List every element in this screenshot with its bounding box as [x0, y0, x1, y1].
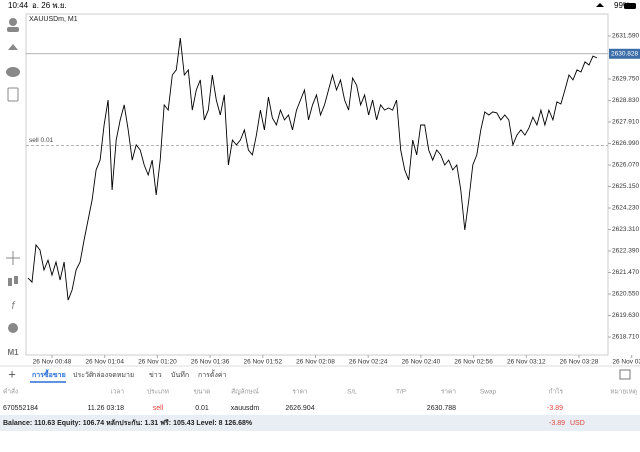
- doc-icon[interactable]: [7, 87, 19, 102]
- table-cell: xauusdm: [231, 405, 260, 412]
- y-tick-label: 2629.750: [612, 76, 639, 83]
- summary-bar: [0, 415, 640, 431]
- y-tick-label: 2621.470: [612, 269, 639, 276]
- expand-icon[interactable]: [619, 369, 631, 380]
- table-header: สัญลักษณ์: [231, 388, 259, 396]
- add-button[interactable]: +: [8, 366, 16, 381]
- clock: 10:44: [8, 1, 29, 10]
- current-price-label: 2630.828: [611, 50, 638, 57]
- table-header: ขนาด: [194, 389, 211, 396]
- table-cell: 670552184: [3, 405, 38, 412]
- x-tick-label: 26 Nov 00:48: [33, 359, 72, 366]
- table-header: T/P: [396, 389, 406, 396]
- table-header: ประเภท: [147, 389, 169, 396]
- table-cell: 2626.904: [285, 405, 314, 412]
- table-cell: 2630.788: [427, 405, 456, 412]
- y-tick-label: 2625.150: [612, 183, 639, 190]
- x-tick-label: 26 Nov 01:52: [243, 359, 282, 366]
- x-tick-label: 26 Nov 02:24: [349, 359, 388, 366]
- candles-icon-2: [14, 276, 18, 284]
- table-header: ราคา: [292, 389, 307, 396]
- order-label: sell 0.01: [29, 137, 54, 144]
- x-tick-label: 26 Nov 02:08: [296, 359, 335, 366]
- tab[interactable]: กล่องจดหมาย: [92, 372, 134, 379]
- table-header: หมายเหตุ: [610, 389, 637, 396]
- chart-title: XAUUSDm, M1: [29, 16, 78, 23]
- objects-icon[interactable]: [8, 323, 18, 333]
- y-tick-label: 2631.590: [612, 33, 639, 40]
- x-tick-label: 26 Nov 03:12: [507, 359, 546, 366]
- x-tick-label: 26 Nov 02:56: [454, 359, 493, 366]
- function-icon[interactable]: f: [11, 300, 15, 312]
- y-tick-label: 2618.710: [612, 334, 639, 341]
- table-header: เวลา: [110, 389, 124, 396]
- y-tick-label: 2619.630: [612, 312, 639, 319]
- y-tick-label: 2623.310: [612, 226, 639, 233]
- positions-table: คำสั่ง เวลา ประเภท ขนาด สัญลักษณ์ ราคา S/L T/P ร…: [3, 387, 637, 412]
- x-tick-label: 26 Nov 01:36: [191, 359, 230, 366]
- wifi-icon: [596, 3, 604, 7]
- plot-frame: [25, 13, 609, 356]
- account-icon-body: [7, 27, 19, 32]
- table-header: S/L: [347, 389, 357, 396]
- x-tick-label: 26 Nov 02:40: [402, 359, 441, 366]
- table-header: คำสั่ง: [3, 387, 18, 396]
- summary-profit: -3.89: [549, 420, 565, 427]
- tab[interactable]: การตั้งค่า: [198, 368, 227, 379]
- tab[interactable]: บันทึก: [171, 370, 189, 379]
- y-tick-label: 2626.990: [612, 140, 639, 147]
- y-tick-label: 2620.550: [612, 291, 639, 298]
- date: อ. 26 พ.ย.: [32, 1, 67, 10]
- x-tick-label: 26 Nov 03:28: [560, 359, 599, 366]
- trade-icon[interactable]: [8, 44, 18, 50]
- table-header: ราคา: [441, 389, 456, 396]
- chat-icon[interactable]: [6, 67, 20, 77]
- crosshair-icon[interactable]: [6, 251, 20, 265]
- battery-icon: [624, 3, 636, 9]
- y-tick-label: 2627.910: [612, 119, 639, 126]
- table-header: Swap: [480, 389, 497, 396]
- tab[interactable]: การซื้อขาย: [32, 368, 66, 379]
- left-toolbar: f: [6, 18, 20, 333]
- plot: 2631.590 2629.750 2628.830 2627.910 2626.990…: [26, 33, 640, 366]
- table-cell: -3.89: [547, 405, 563, 412]
- y-tick-label: 2624.230: [612, 205, 639, 212]
- summary-currency: USD: [570, 420, 585, 427]
- tabs: การซื้อขาย ประวัติกล่องจดหมาย ข่าว บันทึก กา…: [30, 368, 227, 383]
- summary-text: Balance: 110.63 Equity: 106.74 หลักประกั…: [3, 419, 253, 427]
- table-cell: sell: [153, 405, 164, 412]
- table-header: กำไร: [549, 388, 564, 396]
- tab[interactable]: ประวัติ: [73, 371, 94, 379]
- x-tick-label: 26 Nov 01:04: [85, 359, 124, 366]
- table-cell: 0.01: [195, 405, 209, 412]
- tab[interactable]: ข่าว: [149, 372, 162, 379]
- current-price-box: [609, 48, 640, 59]
- y-tick-label: 2628.830: [612, 97, 639, 104]
- battery: 99%: [614, 1, 630, 10]
- candles-icon[interactable]: [8, 278, 12, 286]
- account-icon[interactable]: [9, 18, 17, 26]
- x-tick-label: 26 Nov 01:20: [138, 359, 177, 366]
- y-tick-label: 2622.390: [612, 248, 639, 255]
- price-line: [27, 38, 598, 301]
- timeframe[interactable]: M1: [7, 348, 19, 357]
- table-cell: 11.26 03:18: [88, 405, 125, 412]
- y-tick-label: 2626.070: [612, 162, 639, 169]
- x-tick-label: 26 Nov 03:44: [612, 359, 640, 366]
